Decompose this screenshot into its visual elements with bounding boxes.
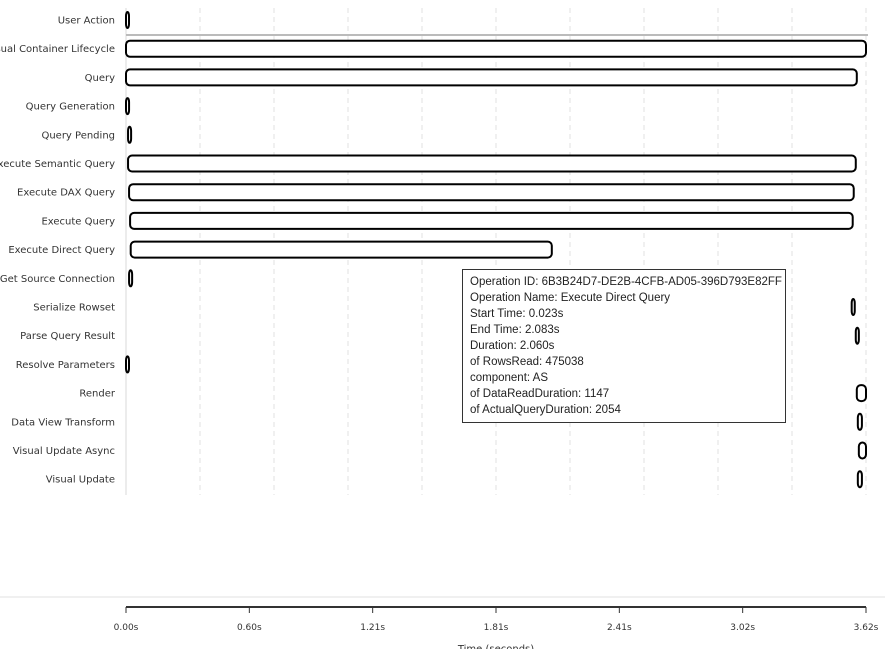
task-bar <box>855 384 867 403</box>
task-label: Serialize Rowset <box>33 303 115 314</box>
task-label: User Action <box>58 16 115 27</box>
tooltip-rows-read: of RowsRead: 475038 <box>470 356 584 368</box>
task-bar <box>125 68 858 87</box>
task-label: Execute Semantic Query <box>0 159 115 170</box>
tooltip-actual-query-duration: of ActualQueryDuration: 2054 <box>470 404 621 416</box>
x-tick-label: 1.21s <box>360 623 385 633</box>
tooltip-end-time: End Time: 2.083s <box>470 324 560 336</box>
task-label: Resolve Parameters <box>16 360 115 371</box>
task-bar <box>128 269 134 288</box>
task-bar <box>125 11 130 29</box>
tooltip-operation-id: Operation ID: 6B3B24D7-DE2B-4CFB-AD05-39… <box>470 276 782 288</box>
task-bar <box>129 240 553 259</box>
task-bar <box>127 154 857 173</box>
x-tick-label: 0.60s <box>237 623 262 633</box>
task-label: Get Source Connection <box>0 274 115 285</box>
task-bar <box>125 39 867 58</box>
x-axis-title: Time (seconds) <box>457 644 534 649</box>
x-tick-label: 0.00s <box>114 623 139 633</box>
tooltip: Operation ID: 6B3B24D7-DE2B-4CFB-AD05-39… <box>462 269 786 423</box>
task-bar <box>856 470 863 489</box>
task-label: Execute Query <box>41 216 115 227</box>
x-tick-label: 1.81s <box>484 623 509 633</box>
task-bar <box>857 441 867 460</box>
task-label: Visual Update <box>46 475 115 486</box>
task-bar <box>856 412 863 431</box>
task-label: Execute DAX Query <box>17 188 115 199</box>
task-bar <box>125 355 130 374</box>
task-label: Parse Query Result <box>20 331 115 342</box>
task-label: Render <box>79 389 115 400</box>
task-bar <box>128 183 855 202</box>
task-label: Visual Update Async <box>13 446 115 457</box>
tooltip-operation-name: Operation Name: Execute Direct Query <box>470 292 671 304</box>
x-tick-label: 3.02s <box>730 623 755 633</box>
task-label: Query Generation <box>26 102 115 113</box>
tooltip-component: component: AS <box>470 372 548 384</box>
x-tick-label: 3.62s <box>854 623 879 633</box>
tooltip-data-read-duration: of DataReadDuration: 1147 <box>470 388 610 400</box>
task-bar <box>125 97 131 116</box>
task-label: Execute Direct Query <box>8 245 115 256</box>
task-label: Data View Transform <box>11 417 115 428</box>
task-bar <box>854 326 860 345</box>
x-tick-label: 2.41s <box>607 623 632 633</box>
task-label: Query Pending <box>41 130 115 141</box>
task-label: Query <box>85 73 115 84</box>
tooltip-start-time: Start Time: 0.023s <box>470 308 564 320</box>
task-label: Visual Container Lifecycle <box>0 44 115 55</box>
task-bar <box>129 211 854 230</box>
task-bar <box>127 125 133 144</box>
task-bar <box>850 298 856 316</box>
tooltip-duration: Duration: 2.060s <box>470 340 555 352</box>
